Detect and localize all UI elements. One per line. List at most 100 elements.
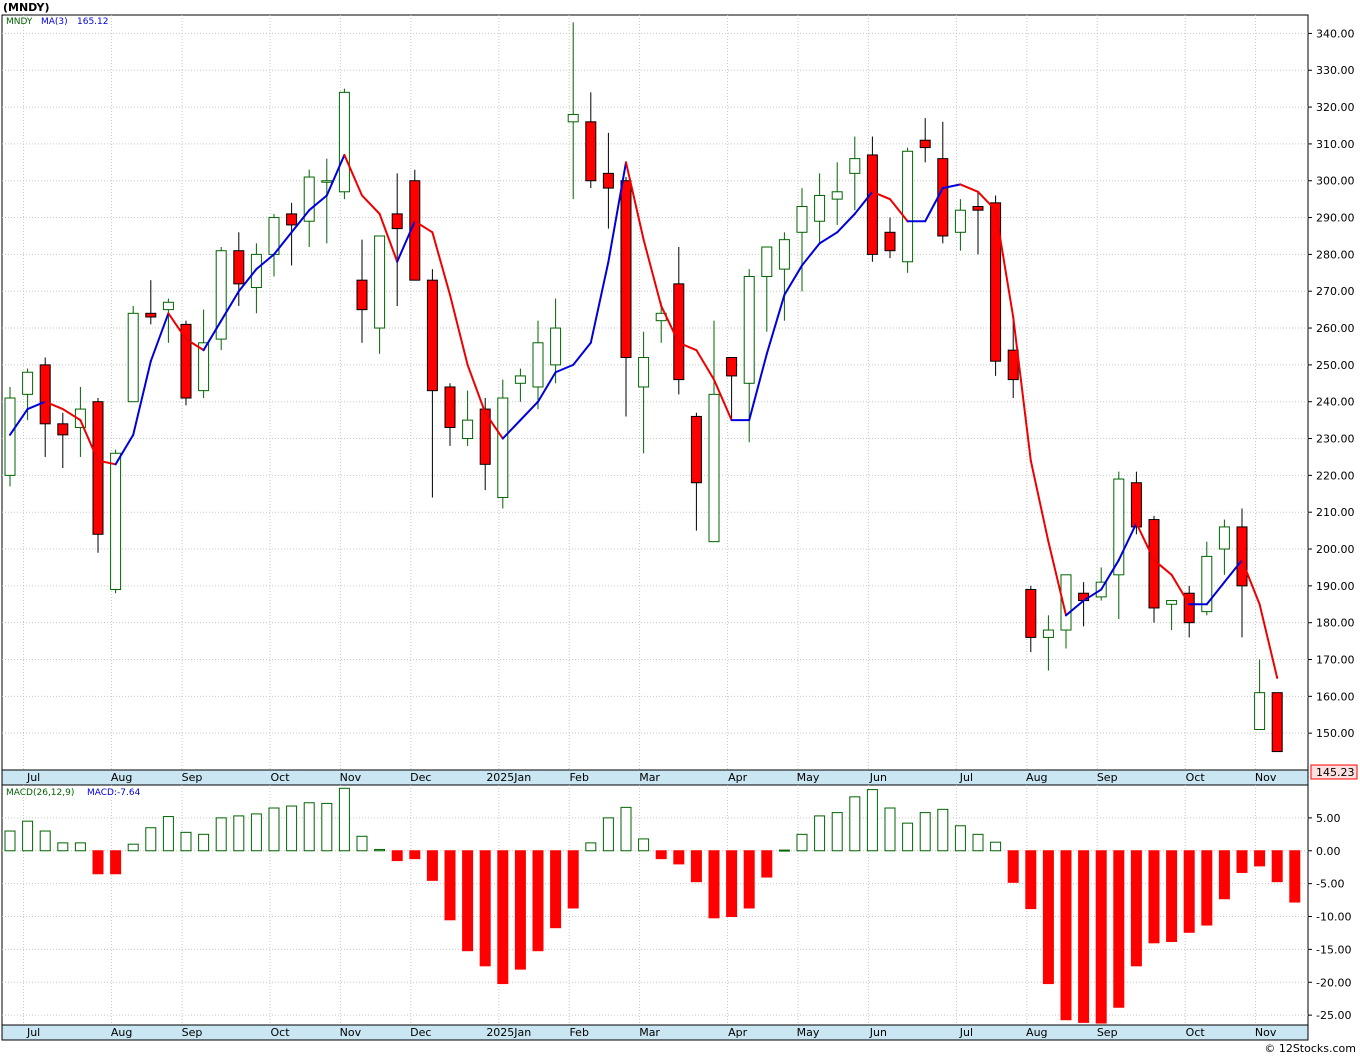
candle [1271,692,1283,753]
month-label: Apr [728,771,748,784]
candle [796,188,808,292]
legend-ma: MA(3) [41,17,68,27]
candle [1113,471,1125,619]
candle [92,398,104,553]
candle-body [1025,589,1037,638]
price-tick-label: 240.00 [1316,396,1355,409]
price-tick-label: 200.00 [1316,543,1355,556]
candle-body [1201,555,1213,613]
month-label: Jul [26,771,40,784]
month-label: Nov [1255,771,1277,784]
candle [814,173,826,244]
candle [1236,508,1248,638]
month-label: Nov [340,771,362,784]
candle-body [743,275,755,384]
macd-bar [585,842,597,852]
ma-segment [220,290,240,322]
candle-body [1007,349,1019,381]
candle [356,239,368,343]
month-label: Oct [1186,1026,1206,1039]
candle-body [1218,526,1230,550]
candle-body [1271,692,1283,753]
candle-body [1254,692,1266,730]
macd-bar [1166,850,1178,942]
candle [690,412,702,531]
macd-bar [497,850,509,985]
macd-bar [1095,850,1107,1024]
candle [22,368,34,421]
legend-macd-value: MACD:-7.64 [87,788,141,798]
macd-bar [110,850,122,875]
macd-bar [1201,850,1213,926]
ma-segment [1012,316,1032,462]
candle-body [550,327,562,366]
price-tick-label: 160.00 [1316,690,1355,703]
candle-body [22,371,34,395]
candle-body [110,452,122,591]
ma-segment [237,268,258,293]
candle [444,383,456,446]
macd-bar [990,841,1002,852]
candle [638,331,650,454]
candle [778,232,790,321]
ma-segment [97,459,117,466]
macd-tick-label: 5.00 [1316,812,1341,825]
macd-bar [726,850,738,918]
macd-bar [145,827,157,852]
macd-bar [937,808,949,852]
candle-body [937,158,949,237]
candle-body [92,401,104,535]
macd-bar [127,843,139,852]
macd-bar [620,806,632,852]
ma-segment [994,209,1015,318]
price-tick-label: 340.00 [1316,27,1355,40]
candle-body [462,419,474,440]
candle [849,136,861,211]
ma-segment [167,312,187,341]
candle-body [497,397,509,498]
ma-segment [1065,599,1085,617]
macd-bar [708,850,720,919]
month-label: Mar [639,771,660,784]
candle-body [1236,526,1248,587]
candle [338,88,350,200]
candle-body [198,342,210,392]
candle [708,320,720,543]
ma-segment [660,304,680,344]
macd-bar [303,802,315,852]
macd-tick-label: -25.00 [1316,1009,1351,1022]
month-axis-bottom [1,1024,1309,1041]
macd-bar [884,807,896,852]
macd-bar [409,850,421,860]
month-label: Jul [26,1026,40,1039]
candle [884,217,896,259]
candle [303,169,315,248]
candle [110,449,122,594]
macd-bar [198,833,210,852]
month-label: Aug [111,771,132,784]
macd-tick-label: -15.00 [1316,943,1351,956]
macd-bar [1007,850,1019,883]
month-label: Dec [410,1026,431,1039]
chart-title: (MNDY) [3,1,50,14]
candle-body [426,279,438,392]
ma-segment [325,153,346,197]
macd-bar [849,796,861,852]
candle-body [708,393,720,543]
candle-body [321,180,333,183]
price-tick-label: 300.00 [1316,175,1355,188]
candle-body [1113,478,1125,576]
candle [1025,585,1037,653]
macd-bar-series [4,787,1301,1024]
macd-bar [655,850,667,860]
candle-body [356,279,368,311]
candlestick-series [4,22,1283,753]
candle [1254,659,1266,730]
ma-segment [1100,559,1120,591]
ma-segment [677,341,698,352]
candle-body [338,91,350,193]
candle-body [145,312,157,318]
macd-bar [356,835,368,852]
macd-bar [1042,850,1054,985]
candle [919,118,931,163]
